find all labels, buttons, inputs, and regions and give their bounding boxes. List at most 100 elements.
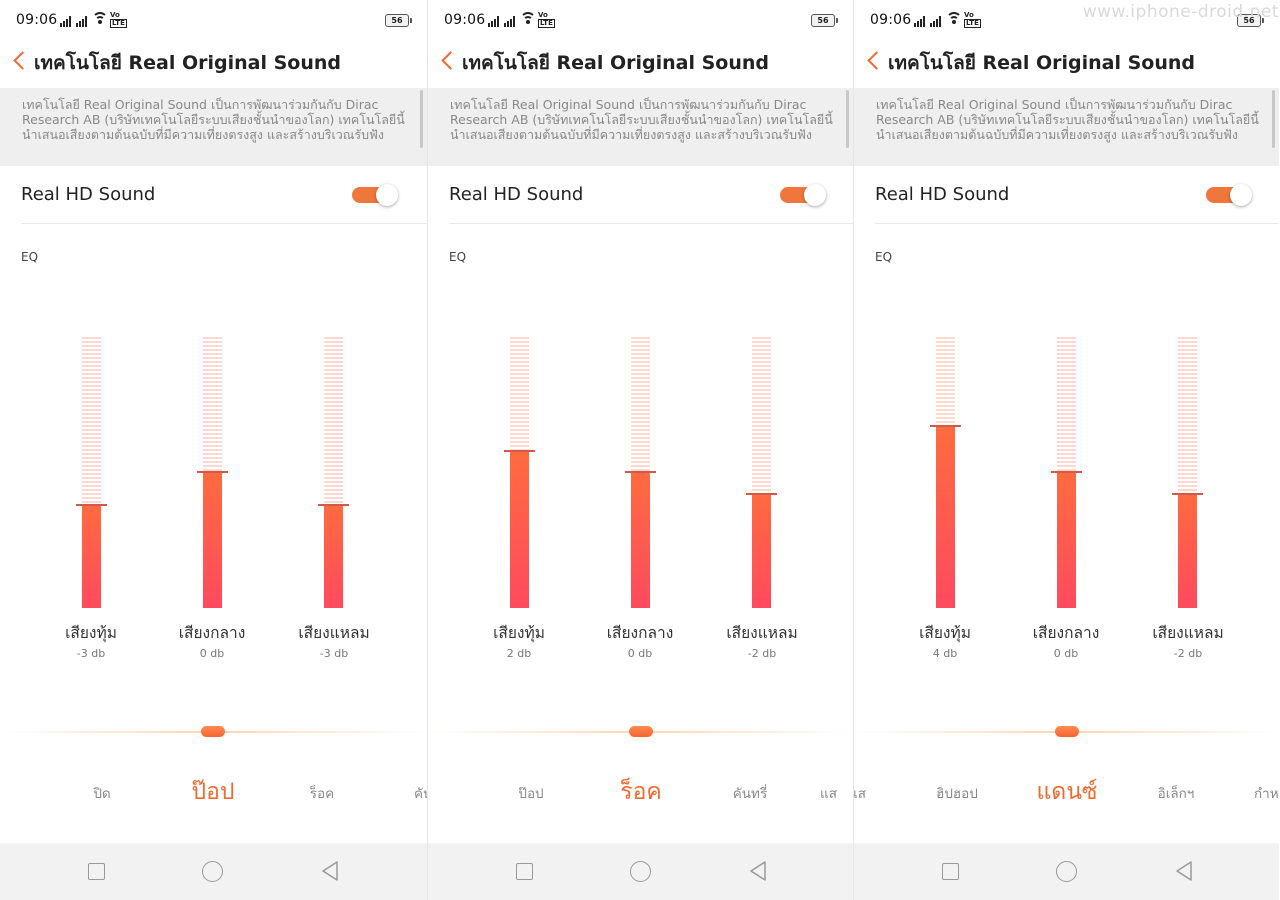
status-bar: 09:06 Vo LTE 56 www.iphone-droid.net xyxy=(854,0,1279,40)
page-title: เทคโนโลยี Real Original Sound xyxy=(888,52,1195,74)
band-db-mid: 0 db xyxy=(1053,647,1079,660)
chevron-left-icon[interactable] xyxy=(440,50,456,72)
back-triangle-icon[interactable] xyxy=(1174,860,1194,882)
eq-bar-bass[interactable] xyxy=(504,337,535,608)
eq-bar-mid[interactable] xyxy=(1051,337,1082,608)
phone-screen-rock: 09:06 Vo LTE 56 เทคโนโลยี Real Original S… xyxy=(427,0,853,900)
watermark: www.iphone-droid.net xyxy=(1082,2,1279,22)
description-text: เทคโนโลยี Real Original Sound เป็นการพัฒ… xyxy=(450,97,833,142)
band-db-bass: 4 db xyxy=(932,647,958,660)
preset-next[interactable]: แส xyxy=(820,786,837,802)
band-name-bass: เสียงทุ้ม xyxy=(65,624,117,642)
eq-bar-bass[interactable] xyxy=(930,337,961,608)
signal-icon-2 xyxy=(504,15,518,27)
hd-sound-label: Real HD Sound xyxy=(449,184,584,205)
eq-label: EQ xyxy=(21,250,39,264)
circle-icon[interactable] xyxy=(1056,861,1077,882)
status-bar: 09:06 Vo LTE 56 xyxy=(428,0,853,40)
volte-icon: Vo LTE xyxy=(538,11,555,28)
phone-screen-pop: 09:06 Vo LTE 56 เทคโนโลยี Real Original S… xyxy=(0,0,427,900)
band-name-bass: เสียงทุ้ม xyxy=(919,624,971,642)
page-title: เทคโนโลยี Real Original Sound xyxy=(34,52,341,74)
hd-sound-label: Real HD Sound xyxy=(21,184,156,205)
description-text: เทคโนโลยี Real Original Sound เป็นการพัฒ… xyxy=(876,97,1259,142)
band-db-treble: -2 db xyxy=(1173,647,1203,660)
divider xyxy=(875,223,1279,224)
eq-bar-mid[interactable] xyxy=(625,337,656,608)
battery-icon: 56 xyxy=(811,14,838,27)
preset-electronic[interactable]: อิเล็กฯ xyxy=(1157,786,1195,802)
eq-bar-treble[interactable] xyxy=(1172,337,1203,608)
preset-dance[interactable]: แดนซ์ xyxy=(1036,779,1098,805)
square-icon[interactable] xyxy=(516,863,533,880)
chevron-left-icon[interactable] xyxy=(866,50,882,72)
signal-icon xyxy=(914,15,928,27)
circle-icon[interactable] xyxy=(630,861,651,882)
status-bar: 09:06 Vo LTE 56 xyxy=(0,0,427,40)
navigation-bar xyxy=(854,843,1279,900)
eq-bar-bass[interactable] xyxy=(76,337,107,608)
signal-icon xyxy=(488,15,502,27)
navigation-bar xyxy=(428,843,853,900)
preset-country[interactable]: คันทรี่ xyxy=(732,786,768,802)
hd-sound-label: Real HD Sound xyxy=(875,184,1010,205)
description-text: เทคโนโลยี Real Original Sound เป็นการพัฒ… xyxy=(22,97,405,142)
eq-label: EQ xyxy=(449,250,467,264)
preset-off[interactable]: ปิด xyxy=(93,786,111,802)
preset-rock[interactable]: ร็อค xyxy=(309,786,335,802)
description-box[interactable]: เทคโนโลยี Real Original Sound เป็นการพัฒ… xyxy=(0,88,427,166)
battery-icon: 56 xyxy=(385,14,412,27)
volte-icon: Vo LTE xyxy=(964,11,981,28)
band-name-treble: เสียงแหลม xyxy=(726,624,798,642)
band-name-mid: เสียงกลาง xyxy=(606,624,674,642)
preset-slider-handle[interactable] xyxy=(201,726,225,737)
square-icon[interactable] xyxy=(942,863,959,880)
hd-sound-toggle[interactable] xyxy=(352,184,400,206)
volte-icon: Vo LTE xyxy=(110,11,127,28)
hd-sound-row[interactable]: Real HD Sound xyxy=(854,166,1279,224)
hd-sound-row[interactable]: Real HD Sound xyxy=(428,166,853,224)
band-db-treble: -2 db xyxy=(747,647,777,660)
eq-label: EQ xyxy=(875,250,893,264)
hd-sound-toggle[interactable] xyxy=(780,184,828,206)
status-time: 09:06 xyxy=(870,12,912,28)
hd-sound-row[interactable]: Real HD Sound xyxy=(0,166,427,224)
band-db-mid: 0 db xyxy=(627,647,653,660)
header: เทคโนโลยี Real Original Sound xyxy=(428,40,853,86)
preset-slider-handle[interactable] xyxy=(629,726,653,737)
divider xyxy=(21,223,427,224)
back-triangle-icon[interactable] xyxy=(748,860,768,882)
scrollbar[interactable] xyxy=(846,90,849,148)
header: เทคโนโลยี Real Original Sound xyxy=(0,40,427,86)
eq-bar-treble[interactable] xyxy=(746,337,777,608)
preset-hiphop[interactable]: ฮิปฮอป xyxy=(936,786,978,802)
band-db-mid: 0 db xyxy=(199,647,225,660)
circle-icon[interactable] xyxy=(202,861,223,882)
wifi-icon xyxy=(520,12,536,26)
preset-slider-handle[interactable] xyxy=(1055,726,1079,737)
preset-next[interactable]: กำห xyxy=(1254,786,1279,802)
chevron-left-icon[interactable] xyxy=(12,50,28,72)
wifi-icon xyxy=(92,12,108,26)
eq-bar-treble[interactable] xyxy=(318,337,349,608)
back-triangle-icon[interactable] xyxy=(320,860,340,882)
square-icon[interactable] xyxy=(88,863,105,880)
preset-prev[interactable]: แส xyxy=(854,786,866,802)
description-box[interactable]: เทคโนโลยี Real Original Sound เป็นการพัฒ… xyxy=(428,88,853,166)
band-db-bass: -3 db xyxy=(76,647,106,660)
description-box[interactable]: เทคโนโลยี Real Original Sound เป็นการพัฒ… xyxy=(854,88,1279,166)
status-time: 09:06 xyxy=(16,12,58,28)
preset-pop[interactable]: ป๊อป xyxy=(518,786,544,802)
hd-sound-toggle[interactable] xyxy=(1206,184,1254,206)
eq-bar-mid[interactable] xyxy=(197,337,228,608)
wifi-icon xyxy=(946,12,962,26)
preset-rock[interactable]: ร็อค xyxy=(620,779,662,805)
battery-icon: 56 xyxy=(1237,14,1264,27)
preset-pop[interactable]: ป๊อป xyxy=(191,779,235,805)
scrollbar[interactable] xyxy=(420,90,423,148)
navigation-bar xyxy=(0,843,427,900)
signal-icon xyxy=(60,15,74,27)
preset-country[interactable]: คันทรี่ xyxy=(414,786,427,802)
scrollbar[interactable] xyxy=(1272,90,1275,148)
